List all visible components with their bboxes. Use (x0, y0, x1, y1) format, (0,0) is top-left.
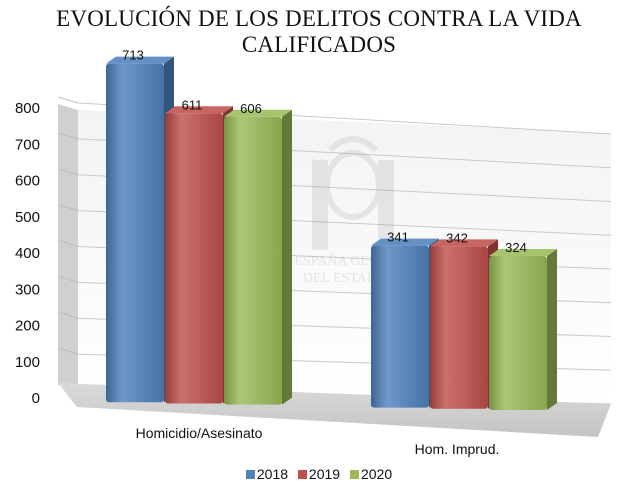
bar-2018-homicidio (106, 56, 174, 403)
legend-label-2019: 2019 (308, 466, 341, 482)
chart-title-line-2: CALIFICADOS (241, 32, 397, 57)
y-tick-label-0: 0 (32, 390, 40, 407)
legend: 2018 2019 2020 (0, 466, 638, 482)
legend-swatch-2020 (349, 470, 359, 479)
watermark-pillar-right (378, 160, 394, 250)
data-label-2019-0: 611 (182, 97, 203, 112)
bar-top (165, 106, 233, 114)
bar-2019-imprud (430, 239, 498, 409)
bar-top (371, 238, 439, 246)
bar-2020-homicidio (224, 109, 292, 405)
legend-label-2018: 2018 (256, 466, 289, 482)
data-label-2018-0: 713 (122, 48, 144, 63)
gridline-side-700 (57, 132, 79, 140)
bar-front (165, 113, 223, 404)
bar-front (489, 256, 547, 410)
bar-side (282, 109, 292, 405)
data-label-2020-1: 324 (505, 240, 527, 255)
legend-item-2019: 2019 (297, 466, 341, 482)
gridline-side-300 (57, 275, 79, 283)
bar-top (224, 109, 292, 117)
watermark-shield (324, 150, 382, 220)
bar-front (224, 116, 282, 405)
watermark-crown (327, 136, 379, 153)
gridline-side-200 (57, 311, 79, 319)
watermark-text-2: DEL ESTADO (303, 271, 387, 286)
category-label-1: Hom. Imprud. (415, 441, 500, 457)
y-tick-label-700: 700 (15, 136, 40, 153)
watermark-pillar-left (312, 160, 328, 250)
bar-front (430, 246, 488, 409)
data-label-2019-1: 342 (446, 230, 468, 245)
bar-side (547, 249, 557, 410)
gridline-side-600 (57, 168, 79, 176)
y-tick-label-400: 400 (15, 245, 40, 262)
y-tick-label-600: 600 (15, 173, 40, 190)
legend-swatch-2018 (245, 470, 255, 479)
y-tick-label-300: 300 (15, 281, 40, 298)
bar-top (106, 56, 174, 64)
gridline-side-800 (57, 96, 79, 104)
y-tick-label-100: 100 (15, 354, 40, 371)
y-tick-label-500: 500 (15, 209, 40, 226)
y-tick-label-800: 800 (15, 100, 40, 117)
chart-title-line-1: EVOLUCIÓN DE LOS DELITOS CONTRA LA VIDA (56, 6, 582, 31)
bar-front (106, 63, 164, 403)
bars (106, 56, 557, 410)
bar-top (489, 249, 557, 257)
y-tick-label-200: 200 (15, 318, 40, 335)
legend-label-2020: 2020 (360, 466, 393, 482)
bar-2020-imprud (489, 249, 557, 410)
legend-item-2020: 2020 (349, 466, 393, 482)
legend-swatch-2019 (297, 470, 307, 479)
data-label-2020-0: 606 (240, 101, 262, 116)
data-label-2018-1: 341 (387, 230, 409, 245)
gridline-side-500 (57, 204, 79, 212)
bar-front (371, 245, 429, 408)
gridline-side-400 (57, 240, 79, 247)
category-label-0: Homicidio/Asesinato (136, 425, 263, 441)
bar-2018-imprud (371, 238, 439, 408)
bar-top (430, 239, 498, 247)
gridline-side-100 (57, 347, 79, 355)
bar-2019-homicidio (165, 106, 233, 404)
legend-item-2018: 2018 (245, 466, 289, 482)
side-wall (58, 104, 78, 395)
